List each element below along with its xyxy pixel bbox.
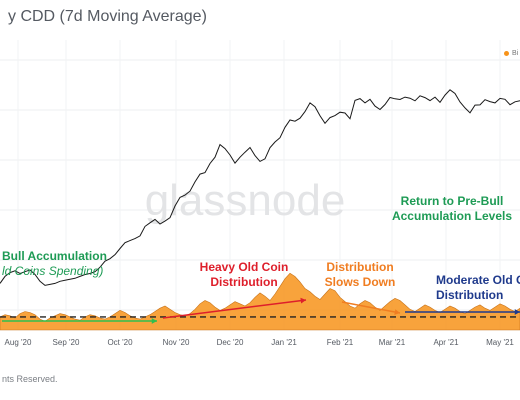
arrowhead-0 bbox=[151, 318, 157, 324]
annotation-2-line-1: Slows Down bbox=[325, 275, 396, 289]
annotation-2-line-0: Distribution bbox=[326, 260, 393, 274]
legend-label: Bi bbox=[512, 50, 519, 57]
annotation-1-line-0: Heavy Old Coin bbox=[200, 260, 289, 274]
annotation-0-line-0: Bull Accumulation bbox=[2, 249, 107, 263]
x-tick-label: May '21 bbox=[486, 338, 514, 347]
arrowhead-2 bbox=[394, 309, 400, 315]
x-tick-label: Jan '21 bbox=[271, 338, 297, 347]
x-tick-label: Feb '21 bbox=[327, 338, 354, 347]
annotation-3-line-1: Distribution bbox=[436, 288, 503, 302]
chart-title: y CDD (7d Moving Average) bbox=[8, 8, 207, 25]
x-tick-label: Mar '21 bbox=[379, 338, 406, 347]
annotation-4-line-0: Return to Pre-Bull bbox=[401, 194, 504, 208]
copyright-text: nts Reserved. bbox=[2, 374, 58, 384]
x-tick-label: Nov '20 bbox=[163, 338, 190, 347]
x-tick-label: Apr '21 bbox=[433, 338, 459, 347]
legend-swatch bbox=[504, 50, 509, 56]
annotation-3-line-0: Moderate Old C bbox=[436, 273, 520, 287]
annotation-4-line-1: Accumulation Levels bbox=[392, 209, 512, 223]
x-tick-label: Oct '20 bbox=[107, 338, 133, 347]
arrow-1 bbox=[162, 299, 307, 319]
x-tick-label: Aug '20 bbox=[5, 338, 32, 347]
arrowhead-3 bbox=[514, 309, 520, 315]
price-line bbox=[0, 89, 520, 286]
annotation-1-line-1: Distribution bbox=[210, 275, 277, 289]
x-tick-label: Dec '20 bbox=[217, 338, 244, 347]
legend: Bi bbox=[504, 50, 518, 57]
watermark: glassnode bbox=[145, 176, 346, 225]
x-tick-label: Sep '20 bbox=[53, 338, 80, 347]
arrowhead-1 bbox=[300, 297, 306, 304]
annotation-0-line-1: ld Coins Spending) bbox=[2, 264, 103, 278]
arrow-2 bbox=[341, 301, 401, 314]
